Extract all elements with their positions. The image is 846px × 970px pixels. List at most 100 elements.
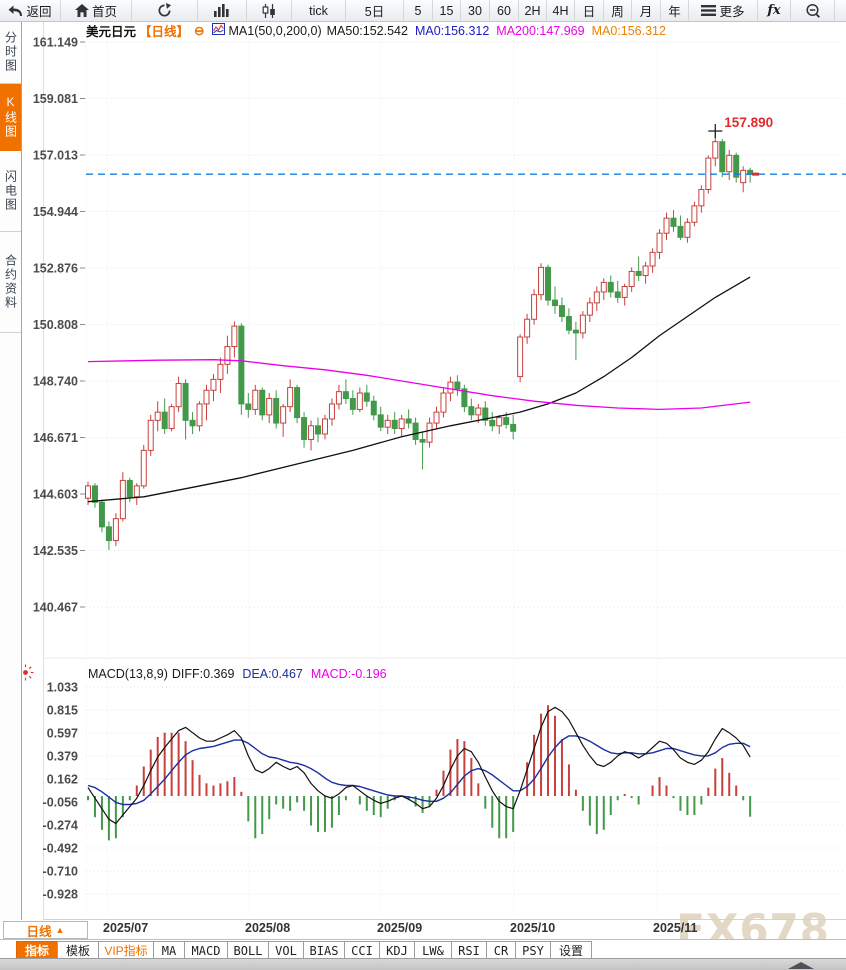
period-selector-label: 日线 [26, 924, 52, 939]
ma0-value-orange: MA0:156.312 [591, 23, 666, 38]
zoom-out-icon [805, 3, 821, 19]
svg-text:-0.056: -0.056 [43, 795, 78, 809]
x-axis-label: 2025/07 [103, 921, 149, 935]
svg-text:150.808: 150.808 [33, 318, 78, 332]
svg-text:152.876: 152.876 [33, 262, 78, 276]
toolbar-label: 首页 [91, 5, 117, 19]
svg-text:-0.492: -0.492 [43, 841, 78, 855]
toolbar-period-60-button[interactable]: 60 [490, 0, 519, 21]
svg-text:146.671: 146.671 [33, 431, 78, 445]
toolbar-label: 年 [668, 5, 681, 19]
sidebar-item-time-chart-label: 分时图 [3, 31, 18, 73]
toolbar-label: 15 [439, 3, 454, 18]
svg-text:-0.710: -0.710 [43, 864, 78, 878]
toolbar-period-2h-button[interactable]: 2H [519, 0, 547, 21]
x-axis-labels: 2025/07 2025/08 2025/09 2025/10 2025/11 [0, 920, 846, 938]
toolbar-mountain-chart-button[interactable] [198, 0, 247, 21]
toolbar-candlestick-button[interactable] [247, 0, 292, 21]
toolbar-label: tick [309, 3, 328, 18]
macd-header: MACD(13,8,9) DIFF:0.369 DEA:0.467 MACD:-… [88, 666, 387, 681]
toolbar-tick-button[interactable]: tick [292, 0, 346, 21]
sidebar-item-contract-info[interactable]: 合约资料 [0, 232, 21, 333]
sidebar-item-kline-chart[interactable]: K线图 [0, 84, 21, 151]
tab-MACD[interactable]: MACD [184, 941, 228, 960]
toolbar-home-button[interactable]: 首页 [61, 0, 132, 21]
toolbar-period-5d-button[interactable]: 5日 [346, 0, 404, 21]
toolbar-label: 返回 [26, 5, 52, 19]
bar-chart-icon [213, 4, 231, 17]
tab-模板[interactable]: 模板 [57, 941, 99, 960]
toolbar-label: 60 [497, 3, 511, 18]
toolbar-period-month-button[interactable]: 月 [632, 0, 661, 21]
macd-title: MACD(13,8,9) [88, 666, 168, 681]
toolbar-period-day-button[interactable]: 日 [575, 0, 604, 21]
svg-text:157.890: 157.890 [724, 115, 773, 130]
tab-VOL[interactable]: VOL [268, 941, 304, 960]
sidebar-item-lightning-chart[interactable]: 闪电图 [0, 151, 21, 232]
symbol-title: 美元日元 [86, 25, 137, 39]
ma0-value-blue: MA0:156.312 [414, 23, 490, 38]
refresh-icon [157, 3, 172, 18]
toolbar-period-week-button[interactable]: 周 [604, 0, 632, 21]
svg-text:154.944: 154.944 [33, 205, 78, 219]
scroll-up-handle[interactable] [788, 962, 814, 969]
toolbar-label: 更多 [719, 5, 745, 19]
bottom-scrollbar[interactable] [0, 958, 846, 970]
toolbar-label: 月 [639, 5, 653, 19]
svg-text:0.815: 0.815 [47, 704, 78, 718]
tab-MA[interactable]: MA [153, 941, 185, 960]
toolbar-label: 2H [524, 3, 541, 18]
chart-thumbnail-icon[interactable] [211, 23, 225, 38]
period-tag: 【日线】 [139, 25, 190, 39]
svg-text:142.535: 142.535 [33, 544, 78, 558]
toolbar-period-5-button[interactable]: 5 [404, 0, 433, 21]
sidebar-item-lightning-chart-label: 闪电图 [3, 170, 18, 212]
ma-settings-label: MA1(50,0,200,0) [228, 23, 322, 38]
svg-text:-0.274: -0.274 [43, 818, 78, 832]
menu-icon [701, 5, 717, 16]
sidebar-item-contract-info-label: 合约资料 [3, 254, 18, 310]
home-icon [74, 4, 89, 17]
toolbar-label: 日 [582, 5, 596, 19]
top-toolbar: 返回 首页 tick 5日 5 15 30 60 2H 4H 日 周 月 年 更多 fx [0, 0, 846, 22]
ma50-value: MA50:152.542 [326, 23, 408, 38]
x-axis-label: 2025/10 [510, 921, 556, 935]
diff-value: DIFF:0.369 [171, 666, 235, 681]
sidebar-item-time-chart[interactable]: 分时图 [0, 21, 21, 84]
chart-type-sidebar: 分时图 K线图闪电图合约资料 [0, 21, 22, 920]
svg-text:-0.928: -0.928 [43, 888, 78, 902]
back-arrow-icon [8, 5, 23, 17]
pane-divider [43, 919, 846, 920]
toolbar-back-button[interactable]: 返回 [0, 0, 61, 21]
svg-text:0.379: 0.379 [47, 750, 78, 764]
toolbar-label: 4H [552, 3, 569, 18]
toolbar-period-15-button[interactable]: 15 [433, 0, 461, 21]
toolbar-zoom-out-button[interactable] [791, 0, 835, 21]
svg-text:157.013: 157.013 [33, 148, 78, 162]
svg-text:1.033: 1.033 [47, 681, 78, 695]
toolbar-period-30-button[interactable]: 30 [461, 0, 490, 21]
x-axis-label: 2025/09 [377, 921, 423, 935]
macd-value: MACD:-0.196 [310, 666, 387, 681]
svg-text:148.740: 148.740 [33, 374, 78, 388]
toolbar-label: 30 [468, 3, 482, 18]
dea-value: DEA:0.467 [242, 666, 303, 681]
x-axis-label: 2025/11 [653, 921, 698, 935]
toolbar-fx-button[interactable]: fx [758, 0, 791, 21]
toolbar-label: 5日 [364, 5, 385, 19]
svg-text:0.162: 0.162 [47, 772, 78, 786]
collapse-icon[interactable]: ⊖ [194, 24, 205, 38]
ma200-value: MA200:147.969 [496, 23, 585, 38]
svg-text:0.597: 0.597 [47, 727, 78, 741]
toolbar-more-button[interactable]: 更多 [689, 0, 758, 21]
tab-设置[interactable]: 设置 [550, 941, 592, 960]
toolbar-period-year-button[interactable]: 年 [661, 0, 689, 21]
svg-text:140.467: 140.467 [33, 601, 78, 615]
toolbar-zoom-in-button[interactable] [835, 0, 846, 21]
chart-header: 美元日元 【日线】 ⊖ MA1(50,0,200,0) MA50:152.542 M… [86, 22, 666, 39]
toolbar-period-4h-button[interactable]: 4H [547, 0, 575, 21]
period-selector[interactable]: 日线 ▲ [3, 921, 88, 939]
toolbar-refresh-button[interactable] [132, 0, 198, 21]
